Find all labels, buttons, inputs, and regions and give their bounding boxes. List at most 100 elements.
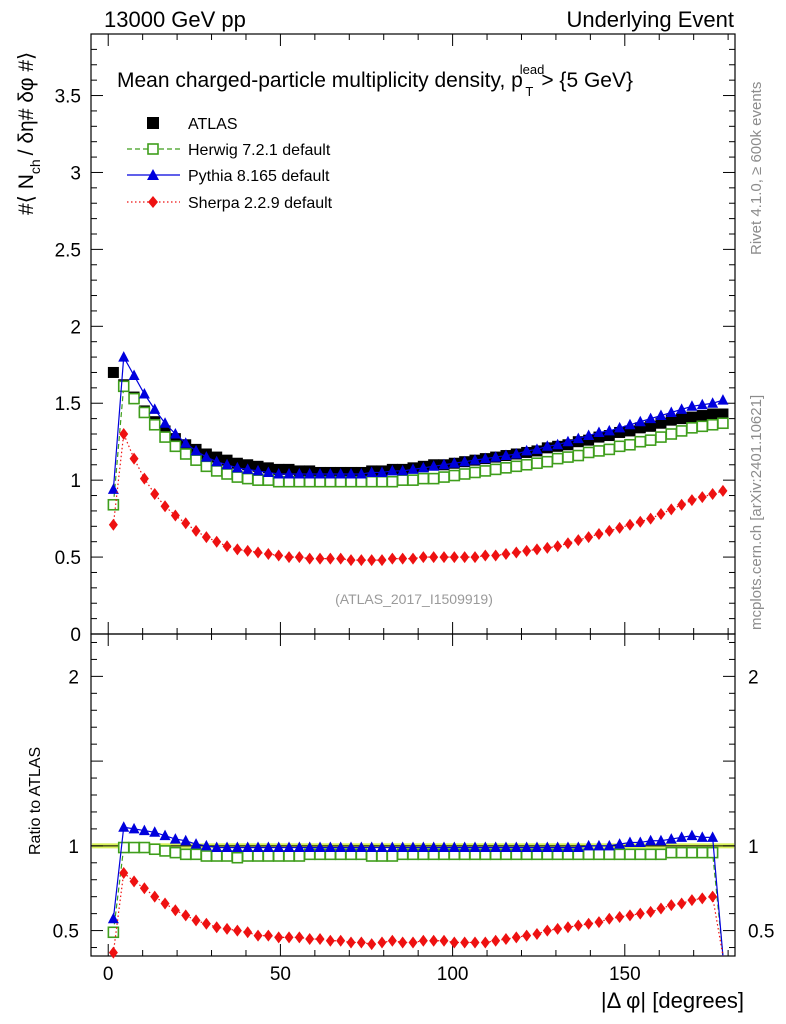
legend-item-sherpa: Sherpa 2.2.9 default [127, 195, 333, 212]
ratio-line-sherpa [112, 871, 724, 957]
ratio-point-pythia [211, 841, 223, 853]
main-point-pythia [479, 452, 491, 464]
main-point-pythia [335, 468, 347, 479]
main-point-pythia [262, 466, 274, 477]
main-point-pythia [572, 432, 584, 444]
ratio-point-pythia [676, 831, 688, 842]
ratio-point-sherpa [253, 929, 263, 942]
ratio-point-herwig [107, 926, 120, 939]
ylabel-main: #⟨ N [15, 174, 38, 215]
ratio-point-sherpa [501, 933, 511, 946]
ratio-point-sherpa [346, 936, 356, 949]
legend-pythia-label: Pythia 8.165 default [188, 168, 330, 185]
main-point-herwig [365, 475, 378, 488]
ratio-point-pythia [345, 841, 357, 853]
x-tick-label: 0 [103, 964, 114, 985]
x-tick-label: 50 [270, 964, 291, 985]
main-point-sherpa [315, 552, 325, 565]
main-point-herwig [551, 452, 564, 465]
main-point-sherpa [139, 472, 149, 485]
ratio-point-sherpa [367, 938, 377, 951]
main-point-sherpa [718, 484, 728, 497]
ratio-point-pythia [376, 841, 388, 853]
ratio-point-herwig [169, 846, 182, 859]
ratio-point-pythia [324, 841, 336, 853]
ratio-point-sherpa [460, 936, 470, 949]
ratio-point-pythia [283, 841, 295, 853]
main-point-sherpa [160, 500, 170, 513]
ratio-point-pythia [221, 841, 233, 853]
legend-sherpa-marker [148, 196, 158, 208]
ratio-series-sherpa [108, 866, 724, 959]
ratio-point-herwig [634, 848, 647, 861]
ratio-point-sherpa [139, 882, 149, 895]
main-point-herwig [438, 471, 450, 483]
ratio-point-pythia [149, 826, 161, 837]
ratio-point-herwig [190, 848, 202, 861]
ratio-point-herwig [613, 848, 626, 861]
ratio-point-sherpa [119, 866, 129, 879]
main-point-sherpa [325, 552, 335, 565]
ratio-point-sherpa [232, 924, 242, 937]
ratio-line-herwig [112, 846, 724, 957]
ratio-point-sherpa [201, 917, 211, 930]
main-point-atlas [676, 413, 688, 425]
ratio-point-herwig [148, 843, 161, 856]
main-point-herwig [572, 449, 585, 462]
main-point-herwig [717, 417, 729, 430]
title-sub: T [525, 84, 533, 99]
main-point-herwig [159, 431, 171, 443]
main-point-pythia [531, 443, 543, 454]
header-left: 13000 GeV pp [104, 7, 246, 32]
main-point-sherpa [666, 503, 676, 516]
main-point-herwig [644, 434, 657, 446]
ratio-point-sherpa [336, 934, 346, 947]
ratio-point-sherpa [532, 927, 542, 940]
main-point-sherpa [615, 521, 625, 534]
main-point-sherpa [563, 537, 573, 550]
ratio-point-pythia [231, 841, 243, 853]
ratio-point-sherpa [687, 894, 697, 907]
ratio-point-sherpa [408, 936, 418, 949]
main-point-sherpa [677, 498, 687, 511]
ratio-point-pythia [634, 836, 646, 847]
main-y-tick-label: 2 [70, 317, 81, 338]
analysis-id: (ATLAS_2017_I1509919) [335, 591, 493, 607]
ratio-point-sherpa [212, 921, 222, 934]
main-point-atlas [593, 431, 605, 443]
main-point-herwig [407, 474, 419, 486]
main-point-sherpa [542, 541, 552, 554]
title-sup: lead [520, 62, 545, 77]
legend-herwig-label: Herwig 7.2.1 default [188, 142, 331, 159]
ratio-point-sherpa [625, 909, 635, 922]
main-point-sherpa [532, 543, 542, 556]
ratio-point-sherpa [604, 912, 614, 925]
ratio-point-pythia [531, 841, 543, 853]
main-y-tick-label: 1 [70, 471, 81, 492]
ratio-point-sherpa [325, 934, 335, 947]
main-point-sherpa [284, 551, 294, 564]
main-point-pythia [407, 463, 419, 474]
ratio-y-tick-label: 2 [68, 667, 79, 688]
ratio-point-sherpa [243, 926, 253, 939]
main-point-herwig [706, 418, 719, 431]
ratio-point-sherpa [377, 936, 387, 949]
ratio-point-herwig [231, 851, 244, 864]
ratio-point-pythia [200, 839, 212, 851]
main-point-herwig [520, 458, 533, 471]
ratio-point-sherpa [170, 904, 180, 917]
main-point-herwig [386, 475, 399, 488]
main-y-tick-label: 3 [70, 163, 81, 184]
main-point-pythia [583, 429, 595, 441]
main-point-atlas [583, 434, 595, 446]
main-point-pythia [696, 398, 708, 410]
main-point-herwig [582, 446, 595, 459]
main-series-herwig [107, 380, 729, 511]
main-point-sherpa [449, 551, 459, 564]
ratio-point-sherpa [274, 931, 284, 944]
main-point-pythia [118, 351, 130, 362]
ratio-point-herwig [179, 848, 192, 861]
ratio-point-pythia [490, 841, 502, 853]
main-point-sherpa [522, 544, 532, 557]
main-point-herwig [458, 468, 471, 480]
